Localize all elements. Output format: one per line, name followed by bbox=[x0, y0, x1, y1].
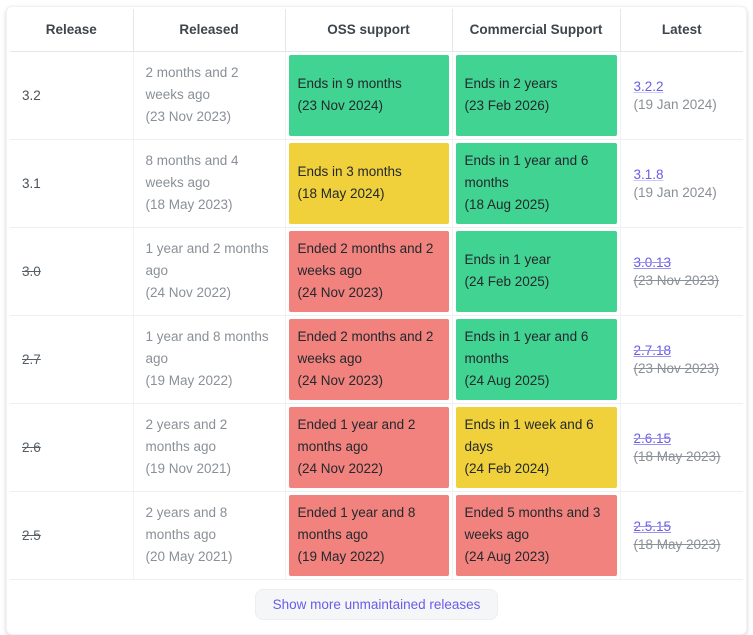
oss-support-date: (24 Nov 2022) bbox=[297, 460, 384, 476]
latest-version-date: (18 May 2023) bbox=[633, 448, 721, 464]
table-row: 3.0 1 year and 2 months ago (24 Nov 2022… bbox=[10, 227, 743, 316]
release-version: 2.7 bbox=[22, 351, 41, 367]
latest-version-link[interactable]: 3.1.8 bbox=[633, 166, 664, 182]
released-date: (23 Nov 2023) bbox=[145, 108, 232, 124]
commercial-support-status-badge: Ends in 1 year (24 Feb 2025) bbox=[455, 230, 617, 312]
released-date: (18 May 2023) bbox=[145, 196, 233, 212]
latest-version-link[interactable]: 2.5.15 bbox=[633, 518, 672, 534]
commercial-support-date: (24 Feb 2024) bbox=[464, 460, 550, 476]
oss-support-text: Ended 1 year and 8 months ago bbox=[297, 505, 416, 543]
latest-version-date: (19 Jan 2024) bbox=[633, 184, 717, 200]
commercial-support-date: (23 Feb 2026) bbox=[464, 98, 550, 113]
commercial-support-date: (24 Aug 2023) bbox=[464, 548, 550, 564]
oss-support-status-badge: Ends in 3 months (18 May 2024) bbox=[288, 142, 449, 224]
released-date: (19 Nov 2021) bbox=[145, 460, 232, 476]
oss-support-date: (23 Nov 2024) bbox=[297, 98, 384, 113]
released-cell: 1 year and 8 months ago (19 May 2022) bbox=[132, 315, 285, 404]
oss-support-status-badge: Ended 2 months and 2 weeks ago (24 Nov 2… bbox=[288, 230, 449, 312]
column-header-release: Release bbox=[10, 9, 133, 52]
latest-version-date: (23 Nov 2023) bbox=[633, 360, 720, 376]
latest-version-date: (23 Nov 2023) bbox=[633, 272, 720, 288]
released-date: (20 May 2021) bbox=[145, 548, 233, 564]
table-row: 3.1 8 months and 4 weeks ago (18 May 202… bbox=[10, 139, 743, 228]
released-relative-text: 2 years and 8 months ago bbox=[145, 505, 228, 543]
released-relative-text: 8 months and 4 weeks ago bbox=[145, 153, 239, 191]
column-header-commercial-support: Commercial Support bbox=[451, 9, 620, 52]
release-support-table: Release Released OSS support Commercial Sup… bbox=[10, 9, 743, 580]
released-cell: 1 year and 2 months ago (24 Nov 2022) bbox=[132, 227, 285, 316]
oss-support-text: Ended 1 year and 2 months ago bbox=[297, 417, 416, 455]
oss-support-text: Ends in 9 months bbox=[297, 76, 402, 92]
released-cell: 2 years and 2 months ago (19 Nov 2021) bbox=[132, 403, 285, 492]
released-date: (24 Nov 2022) bbox=[145, 284, 232, 300]
oss-support-text: Ends in 3 months bbox=[297, 164, 402, 180]
commercial-support-text: Ends in 2 years bbox=[464, 76, 558, 92]
commercial-support-text: Ends in 1 year bbox=[464, 252, 551, 268]
commercial-support-status-badge: Ends in 1 week and 6 days (24 Feb 2024) bbox=[455, 406, 617, 488]
release-version: 3.1 bbox=[22, 175, 41, 191]
commercial-support-text: Ends in 1 year and 6 months bbox=[464, 329, 589, 367]
oss-support-date: (24 Nov 2023) bbox=[297, 372, 384, 388]
released-relative-text: 2 months and 2 weeks ago bbox=[145, 65, 239, 103]
oss-support-text: Ended 2 months and 2 weeks ago bbox=[297, 241, 434, 279]
release-support-card: Release Released OSS support Commercial Sup… bbox=[6, 6, 747, 635]
latest-version-date: (19 Jan 2024) bbox=[633, 96, 717, 112]
released-cell: 2 years and 8 months ago (20 May 2021) bbox=[132, 491, 285, 580]
latest-version-link[interactable]: 2.6.15 bbox=[633, 430, 672, 446]
release-version: 2.5 bbox=[22, 527, 41, 543]
oss-support-status-badge: Ends in 9 months (23 Nov 2024) bbox=[288, 54, 449, 136]
oss-support-date: (24 Nov 2023) bbox=[297, 284, 384, 300]
column-header-released: Released bbox=[132, 9, 285, 52]
latest-version-date: (18 May 2023) bbox=[633, 536, 721, 552]
latest-version-link[interactable]: 3.0.13 bbox=[633, 254, 672, 270]
commercial-support-status-badge: Ends in 1 year and 6 months (18 Aug 2025… bbox=[455, 142, 617, 224]
oss-support-date: (19 May 2022) bbox=[297, 548, 385, 564]
commercial-support-status-badge: Ends in 1 year and 6 months (24 Aug 2025… bbox=[455, 318, 617, 400]
commercial-support-date: (18 Aug 2025) bbox=[464, 196, 550, 212]
release-version: 2.6 bbox=[22, 439, 41, 455]
release-version: 3.2 bbox=[22, 87, 41, 103]
table-row: 3.2 2 months and 2 weeks ago (23 Nov 202… bbox=[10, 51, 743, 140]
commercial-support-date: (24 Feb 2025) bbox=[464, 274, 550, 289]
latest-version-link[interactable]: 2.7.18 bbox=[633, 342, 672, 358]
column-header-latest: Latest bbox=[619, 9, 743, 52]
released-relative-text: 1 year and 8 months ago bbox=[145, 329, 269, 367]
commercial-support-text: Ended 5 months and 3 weeks ago bbox=[464, 505, 601, 543]
table-row: 2.6 2 years and 2 months ago (19 Nov 202… bbox=[10, 403, 743, 492]
column-header-oss-support: OSS support bbox=[284, 9, 452, 52]
oss-support-date: (18 May 2024) bbox=[297, 186, 385, 201]
release-version: 3.0 bbox=[22, 263, 41, 279]
latest-version-link[interactable]: 3.2.2 bbox=[633, 78, 664, 94]
commercial-support-date: (24 Aug 2025) bbox=[464, 372, 550, 388]
released-relative-text: 2 years and 2 months ago bbox=[145, 417, 228, 455]
commercial-support-status-badge: Ended 5 months and 3 weeks ago (24 Aug 2… bbox=[455, 494, 617, 576]
oss-support-status-badge: Ended 1 year and 8 months ago (19 May 20… bbox=[288, 494, 449, 576]
released-cell: 8 months and 4 weeks ago (18 May 2023) bbox=[132, 139, 285, 228]
released-cell: 2 months and 2 weeks ago (23 Nov 2023) bbox=[132, 51, 285, 140]
table-row: 2.7 1 year and 8 months ago (19 May 2022… bbox=[10, 315, 743, 404]
table-row: 2.5 2 years and 8 months ago (20 May 202… bbox=[10, 491, 743, 580]
commercial-support-status-badge: Ends in 2 years (23 Feb 2026) bbox=[455, 54, 617, 136]
released-date: (19 May 2022) bbox=[145, 372, 233, 388]
oss-support-status-badge: Ended 1 year and 2 months ago (24 Nov 20… bbox=[288, 406, 449, 488]
oss-support-status-badge: Ended 2 months and 2 weeks ago (24 Nov 2… bbox=[288, 318, 449, 400]
commercial-support-text: Ends in 1 year and 6 months bbox=[464, 153, 589, 191]
table-footer: Show more unmaintained releases bbox=[10, 588, 743, 620]
table-header: Release Released OSS support Commercial Sup… bbox=[10, 9, 743, 52]
released-relative-text: 1 year and 2 months ago bbox=[145, 241, 269, 279]
show-more-unmaintained-button[interactable]: Show more unmaintained releases bbox=[254, 588, 499, 620]
oss-support-text: Ended 2 months and 2 weeks ago bbox=[297, 329, 434, 367]
commercial-support-text: Ends in 1 week and 6 days bbox=[464, 417, 594, 455]
